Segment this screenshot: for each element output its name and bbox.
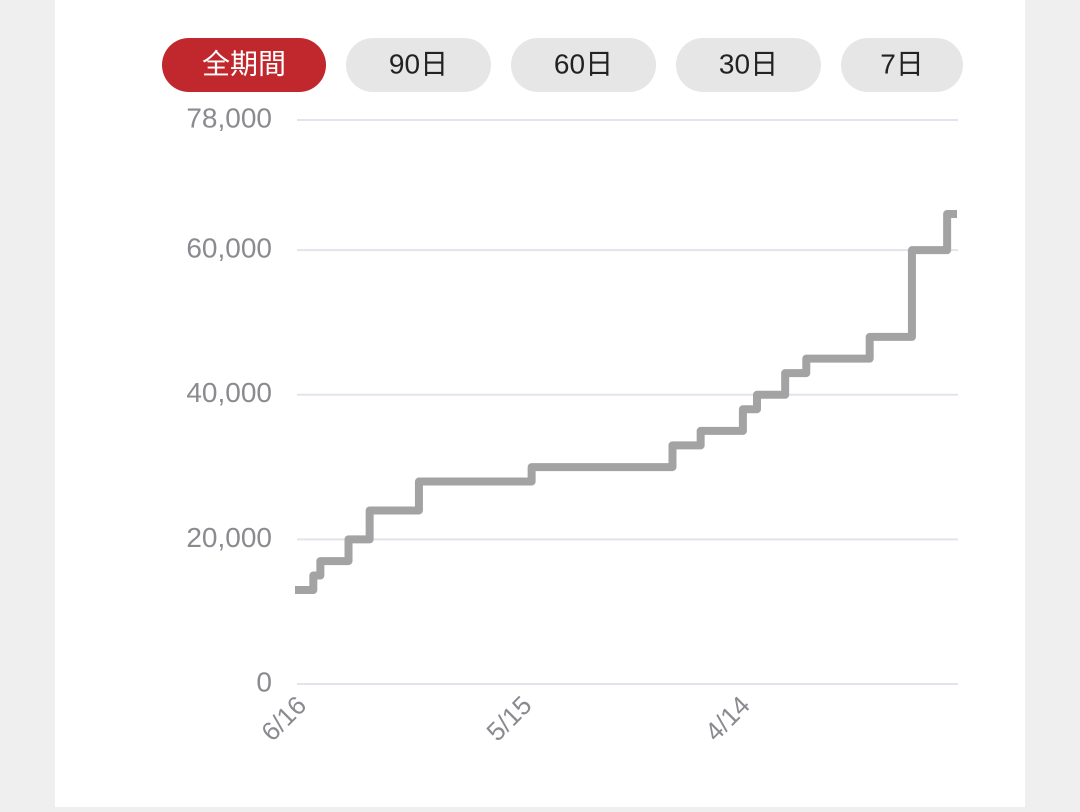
tab-button[interactable] bbox=[162, 38, 326, 92]
card bbox=[55, 0, 1025, 807]
y-tick-label: 20,000 bbox=[186, 522, 272, 553]
y-tick-label: 60,000 bbox=[186, 233, 272, 264]
tab-label[interactable]: 90日 bbox=[389, 48, 448, 79]
tab-label[interactable]: 全期間 bbox=[202, 48, 286, 79]
y-tick-label: 0 bbox=[256, 666, 272, 697]
step-line bbox=[295, 210, 959, 594]
tab-label[interactable]: 60日 bbox=[554, 48, 613, 79]
tab-button[interactable] bbox=[676, 38, 821, 92]
tab-label[interactable]: 7日 bbox=[880, 48, 924, 79]
tab-button[interactable] bbox=[841, 38, 963, 92]
tab-button[interactable] bbox=[346, 38, 491, 92]
y-tick-label: 40,000 bbox=[186, 377, 272, 408]
tab-button[interactable] bbox=[511, 38, 656, 92]
y-tick-label: 78,000 bbox=[186, 102, 272, 133]
tab-label[interactable]: 30日 bbox=[719, 48, 778, 79]
